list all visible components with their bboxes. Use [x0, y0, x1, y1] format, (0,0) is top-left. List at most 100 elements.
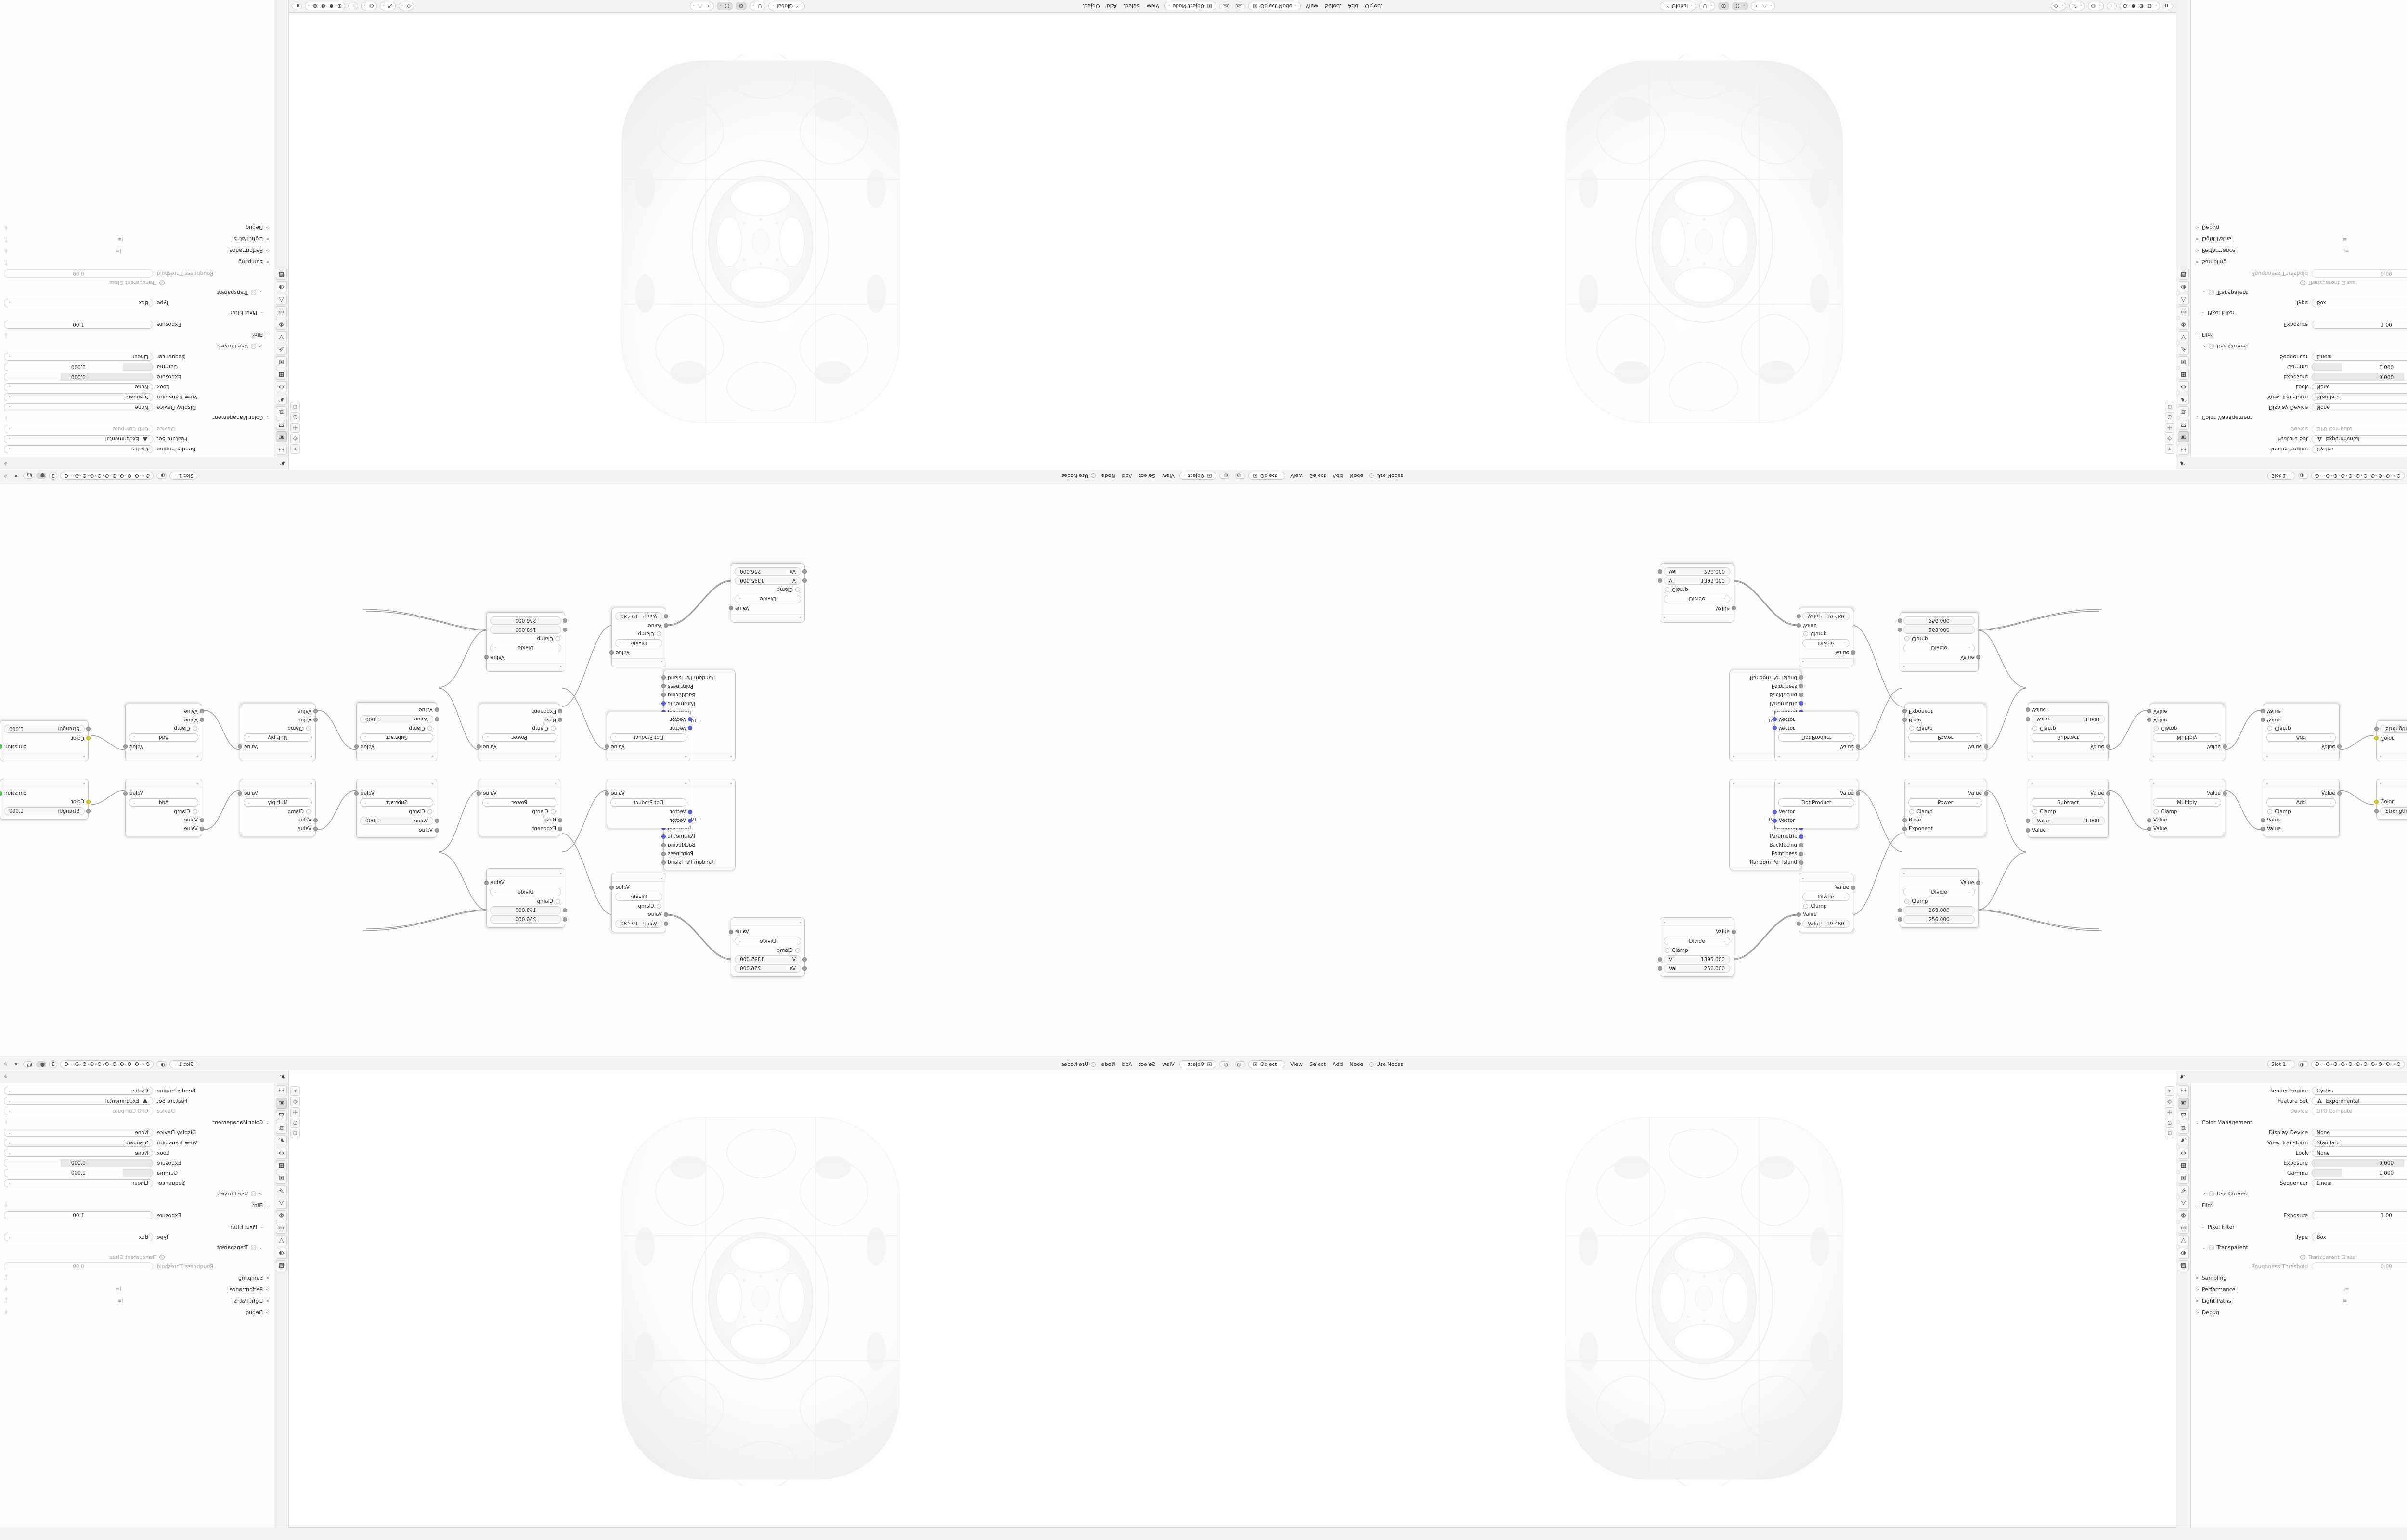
cm-control-5[interactable]: Linear⌄	[4, 353, 153, 361]
shading-rendered-icon[interactable]	[312, 3, 318, 9]
node-header[interactable]: ⌄	[1905, 779, 1986, 787]
node-value-field[interactable]: 168.000	[1903, 626, 1975, 634]
preset-list-icon[interactable]: ⁞≡	[117, 236, 124, 242]
use-nodes-toggle[interactable]: ✓ Use Nodes	[1368, 472, 1408, 480]
render-engine-dropdown[interactable]: Cycles ⌄	[4, 445, 153, 453]
cm-control-5[interactable]: Linear⌄	[2312, 1179, 2407, 1187]
node-header[interactable]: ⌄	[126, 753, 202, 761]
node-math-subtract[interactable]: ⌄ Value Subtract ⌄ Clamp Value 1.000 Value	[2026, 779, 2110, 838]
material-slot-selector[interactable]: Slot 1 ⌄	[2267, 1060, 2296, 1068]
node-socket[interactable]	[2261, 826, 2265, 831]
vp-tool-scale-icon[interactable]	[290, 402, 300, 411]
chevron-down-icon[interactable]: ⌄	[660, 660, 663, 665]
properties-tab-physics[interactable]	[2178, 1210, 2189, 1221]
node-math-divide-b[interactable]: ⌄ Value Divide ⌄ Clamp 168.000 256.000	[484, 868, 567, 928]
node-header[interactable]: ⌄	[1799, 873, 1853, 882]
properties-tab-tool[interactable]	[276, 444, 287, 455]
vp-tool-select-icon[interactable]	[2165, 444, 2174, 454]
use-curves-checkbox[interactable]	[251, 344, 257, 349]
node-math-subtract[interactable]: ⌄ Value Subtract ⌄ Clamp Value 1.000 Value	[354, 779, 439, 838]
node-socket[interactable]	[661, 843, 666, 847]
vp-tool-rotate-icon[interactable]	[290, 412, 300, 422]
node-socket[interactable]	[802, 578, 807, 583]
color-management-section[interactable]: ⌄ Color Management ⣿	[4, 414, 269, 421]
node-socket[interactable]	[729, 929, 733, 934]
node-socket[interactable]	[563, 908, 567, 912]
node-math-divide-b[interactable]: ⌄ Value Divide ⌄ Clamp 168.000 256.000	[484, 612, 567, 672]
node-header[interactable]: ⌄	[731, 614, 804, 622]
use-curves-row[interactable]: > Use Curves	[218, 343, 262, 350]
drag-grip[interactable]: ⣿	[4, 260, 8, 265]
node-socket[interactable]	[2261, 718, 2265, 722]
properties-tab-collection[interactable]	[2178, 1160, 2189, 1171]
node-socket[interactable]	[1898, 908, 1902, 912]
use-nodes-checkbox[interactable]: ✓	[1369, 473, 1374, 478]
node-socket[interactable]	[558, 818, 562, 822]
unlink-icon[interactable]: ✕	[14, 473, 19, 479]
pixel-filter-section[interactable]: ⌄ Pixel Filter	[2201, 310, 2235, 317]
node-socket[interactable]	[1773, 818, 1777, 823]
node-header[interactable]: ⌄	[357, 753, 437, 761]
properties-tab-view-layer[interactable]	[276, 1123, 287, 1134]
properties-tab-render[interactable]	[2178, 1098, 2189, 1109]
node-clamp-row[interactable]: Clamp	[357, 808, 437, 816]
viewport-menu-add[interactable]: Add	[1348, 3, 1359, 9]
preset-list-icon[interactable]: ⁞≡	[116, 1286, 121, 1292]
node-socket[interactable]	[2106, 744, 2110, 749]
properties-tab-view-layer[interactable]	[2178, 406, 2189, 417]
shader-menu-node[interactable]: Node	[1101, 473, 1115, 479]
cm-control-3[interactable]: 0.000	[2312, 1159, 2407, 1167]
use-nodes-toggle[interactable]: ✓ Use Nodes	[1057, 472, 1097, 480]
node-socket[interactable]	[558, 718, 562, 722]
node-clamp-row[interactable]: Clamp	[487, 897, 565, 905]
proportional-falloff-icon[interactable]: ⌄	[690, 2, 714, 10]
properties-tab-texture[interactable]	[276, 269, 287, 280]
film-exposure-field[interactable]: 1.00	[4, 321, 153, 329]
vp-tool-rotate-icon[interactable]	[2165, 1118, 2174, 1128]
chevron-down-icon[interactable]: ⌄	[729, 781, 733, 785]
node-socket[interactable]	[1902, 826, 1907, 831]
properties-tab-particles[interactable]	[2178, 1198, 2189, 1209]
properties-tab-output[interactable]	[276, 1110, 287, 1121]
transparent-checkbox[interactable]	[2208, 1245, 2214, 1250]
node-value-field[interactable]: Value 19.480	[1802, 612, 1850, 620]
transparent-checkbox[interactable]	[251, 290, 257, 295]
node-socket[interactable]	[661, 684, 666, 689]
cm-control-3[interactable]: 0.000	[4, 1159, 153, 1167]
chevron-down-icon[interactable]: ⌄	[1907, 781, 1911, 785]
material-name-field[interactable]: O᛫᛫O᛫O᛫O᛫O᛫O᛫O᛫O᛫O᛫O᛫᛫O	[2311, 1060, 2405, 1068]
node-header[interactable]: ⌄	[1900, 663, 1978, 671]
node-header[interactable]: ⌄	[1900, 869, 1978, 877]
properties-tab-texture[interactable]	[2178, 1260, 2189, 1271]
shader-type-selector[interactable]: Object ⌄	[1179, 472, 1216, 480]
film-exposure-field[interactable]: 1.00	[2312, 1211, 2407, 1219]
shader-menu-view[interactable]: View	[1162, 1061, 1175, 1067]
node-value-field[interactable]: 168.000	[1903, 906, 1975, 914]
use-curves-checkbox[interactable]	[2208, 1191, 2214, 1196]
use-nodes-toggle[interactable]: ✓ Use Nodes	[1057, 1060, 1097, 1068]
film-section[interactable]: ⌄ Film ⣿	[4, 332, 269, 338]
chevron-down-icon[interactable]: ⌄	[729, 755, 733, 759]
chevron-down-icon[interactable]: ⌄	[431, 781, 434, 785]
node-socket[interactable]	[1799, 834, 1803, 839]
viewport-menu-view[interactable]: View	[1306, 3, 1319, 9]
node-math-divide-c[interactable]: ⌄ Value Divide ⌄ Clamp V 1395.000 Val 256.000	[1658, 563, 1736, 623]
collapsed-section-0[interactable]: >Sampling ⣿	[4, 1273, 269, 1283]
chevron-down-icon[interactable]: ⌄	[310, 755, 313, 759]
node-socket[interactable]	[1658, 569, 1662, 574]
node-socket[interactable]	[1799, 701, 1803, 706]
use-curves-row[interactable]: > Use Curves	[2202, 343, 2247, 350]
preset-list-icon[interactable]: ⁞≡	[116, 248, 121, 254]
node-socket[interactable]	[664, 912, 668, 917]
node-value-field[interactable]: 256.000	[490, 616, 561, 625]
transparent-row[interactable]: ⌄ Transparent	[2202, 1244, 2248, 1251]
node-value-field[interactable]: Strength 1.000	[4, 725, 85, 733]
properties-tab-modifiers[interactable]	[276, 344, 287, 355]
gizmo-icon[interactable]: ⌄	[2069, 2, 2085, 10]
film-exposure-field[interactable]: 1.00	[2312, 321, 2407, 329]
shading-material-icon[interactable]	[2138, 3, 2145, 9]
node-clamp-row[interactable]: Clamp	[2263, 808, 2339, 816]
clamp-checkbox[interactable]	[1665, 948, 1669, 953]
properties-tab-physics[interactable]	[276, 1210, 287, 1221]
